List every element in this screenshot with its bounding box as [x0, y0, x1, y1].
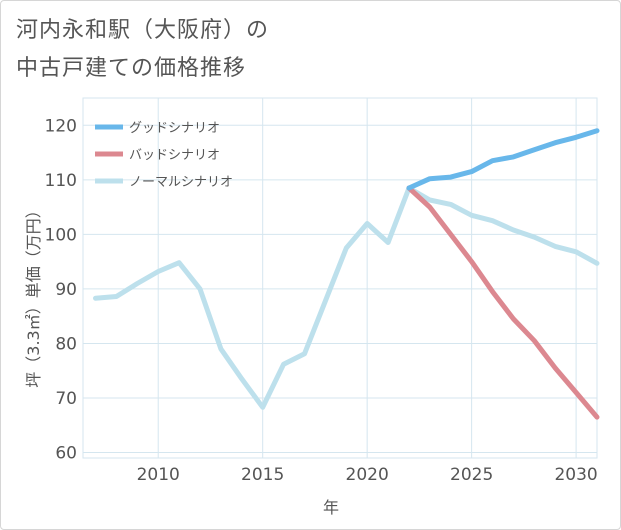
plot-area-border [82, 97, 598, 459]
y-tick-label: 70 [55, 389, 77, 409]
y-tick-labels: 60 70 80 90 100 110 120 [45, 116, 77, 463]
chart-title: 河内永和駅（大阪府）の 中古戸建ての価格推移 [16, 12, 269, 88]
y-tick-label: 100 [45, 225, 77, 245]
series-line-normal [93, 185, 600, 410]
legend-label-normal: ノーマルシナリオ [129, 175, 233, 190]
x-tick-label: 2015 [241, 465, 284, 485]
x-tick-label: 2020 [346, 465, 389, 485]
x-tick-label: 2030 [554, 465, 597, 485]
chart-title-line-2: 中古戸建ての価格推移 [16, 56, 247, 81]
series-lines [93, 128, 600, 420]
x-axis-label: 年 [323, 498, 339, 517]
series-line-good [406, 128, 600, 191]
y-axis-label: 坪（3.3㎡）単価（万円） [24, 202, 43, 387]
x-tick-label: 2025 [450, 465, 493, 485]
legend-label-good: グッドシナリオ [129, 121, 220, 136]
y-tick-label: 80 [55, 334, 77, 354]
x-tick-labels: 2010 2015 2020 2025 2030 [137, 465, 598, 485]
x-tick-label: 2010 [137, 465, 180, 485]
legend-label-bad: バッドシナリオ [129, 148, 220, 163]
chart-title-line-1: 河内永和駅（大阪府）の [16, 18, 270, 43]
y-tick-label: 60 [55, 444, 77, 464]
y-tick-label: 120 [45, 116, 77, 136]
y-tick-label: 90 [55, 280, 77, 300]
grid [82, 97, 598, 459]
y-tick-label: 110 [45, 171, 77, 191]
series-line-bad [406, 185, 600, 420]
